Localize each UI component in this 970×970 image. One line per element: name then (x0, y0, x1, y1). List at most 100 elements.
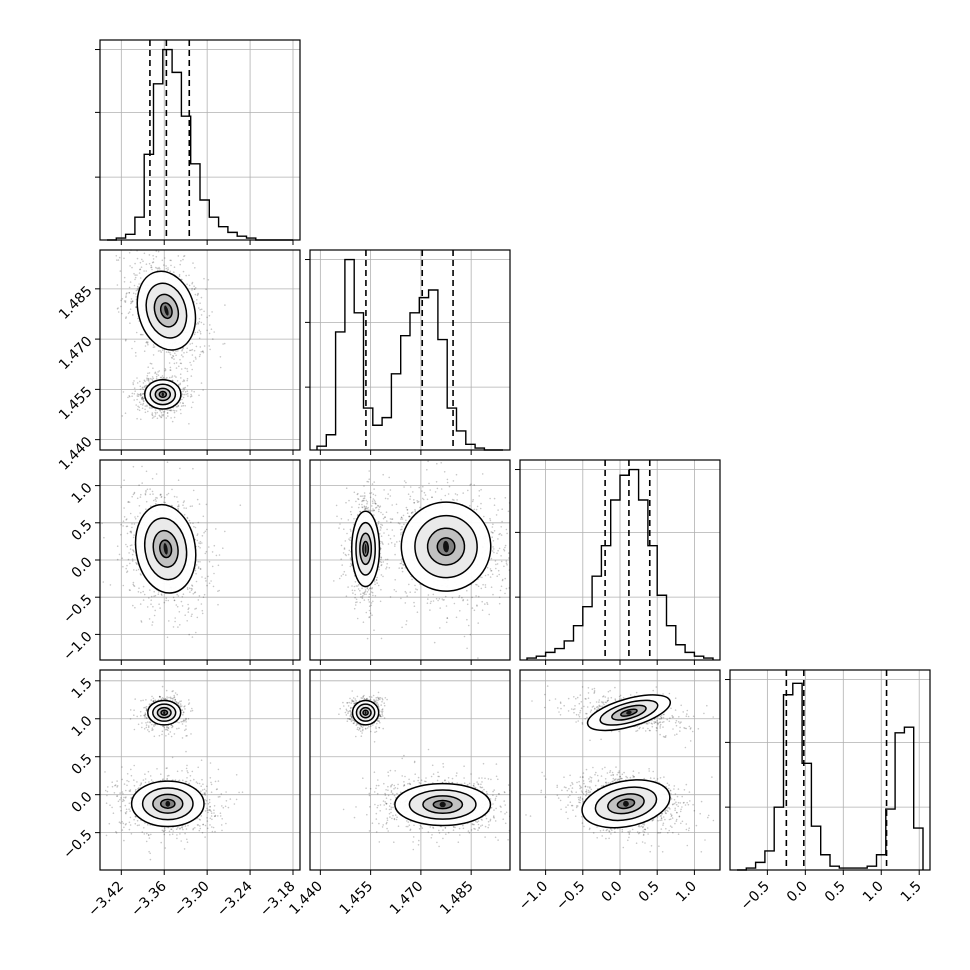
sample-point (168, 696, 170, 699)
sample-point (198, 320, 201, 323)
sample-point (199, 568, 202, 570)
sample-point (188, 274, 190, 277)
sample-point (173, 362, 176, 365)
sample-point (122, 792, 124, 795)
sample-point (199, 542, 202, 545)
sample-point (361, 597, 364, 600)
sample-point (208, 560, 211, 563)
sample-point (167, 726, 170, 729)
sample-point (135, 355, 137, 357)
sample-point (398, 567, 401, 569)
sample-point (378, 508, 380, 511)
sample-point (368, 596, 370, 598)
sample-point (132, 549, 134, 551)
sample-point (140, 394, 142, 396)
sample-point (455, 473, 458, 476)
sample-point (476, 505, 479, 508)
sample-point (471, 596, 473, 599)
sample-point (138, 283, 140, 285)
sample-point (134, 516, 136, 518)
sample-point (484, 603, 486, 605)
sample-point (495, 514, 498, 516)
sample-point (414, 510, 417, 512)
sample-point (168, 620, 170, 622)
sample-point (415, 588, 417, 590)
sample-point (368, 593, 371, 595)
sample-point (145, 840, 148, 843)
sample-point (372, 508, 374, 510)
sample-point (434, 491, 437, 493)
sample-point (142, 585, 145, 588)
sample-point (126, 773, 129, 775)
sample-point (116, 545, 119, 547)
sample-point (143, 252, 146, 255)
sample-point (172, 409, 174, 412)
sample-point (414, 591, 416, 593)
sample-point (401, 518, 404, 520)
sample-point (472, 499, 475, 501)
sample-point (142, 599, 145, 601)
sample-point (405, 481, 407, 484)
sample-point (108, 822, 111, 825)
sample-point (126, 571, 128, 574)
sample-point (505, 562, 508, 564)
sample-point (137, 395, 140, 398)
sample-point (376, 582, 379, 584)
sample-point (131, 560, 134, 562)
sample-point (385, 511, 388, 513)
sample-point (173, 696, 175, 699)
sample-point (170, 417, 172, 419)
sample-point (382, 517, 385, 520)
sample-point (195, 323, 198, 325)
sample-point (377, 504, 379, 507)
sample-point (175, 604, 178, 606)
sample-point (394, 545, 396, 547)
sample-point (152, 258, 155, 260)
sample-point (182, 711, 185, 713)
sample-point (174, 620, 176, 623)
sample-point (215, 528, 217, 530)
sample-point (202, 350, 204, 353)
sample-point (500, 534, 503, 536)
sample-point (354, 593, 357, 596)
sample-point (218, 589, 220, 592)
y-tick-label: 1.455 (56, 384, 96, 424)
sample-point (199, 346, 202, 348)
sample-point (166, 636, 169, 639)
sample-point (203, 310, 205, 313)
sample-point (461, 596, 463, 599)
sample-point (171, 357, 174, 359)
sample-point (479, 507, 482, 510)
sample-point (123, 839, 125, 842)
sample-point (129, 512, 132, 515)
sample-point (136, 393, 139, 395)
sample-point (497, 549, 499, 552)
sample-point (139, 388, 142, 391)
sample-point (199, 827, 202, 830)
sample-point (161, 733, 163, 736)
sample-point (188, 699, 190, 701)
sample-point (504, 546, 506, 549)
sample-point (138, 484, 140, 487)
y-tick-label: −0.5 (60, 592, 95, 627)
sample-point (409, 495, 412, 498)
sample-point (190, 406, 193, 409)
sample-point (141, 387, 143, 389)
sample-point (175, 701, 178, 703)
sample-point (133, 387, 136, 390)
sample-point (182, 404, 185, 407)
sample-point (169, 366, 172, 369)
sample-point (478, 490, 481, 492)
sample-point (373, 481, 376, 483)
sample-point (151, 490, 154, 493)
sample-point (466, 647, 468, 650)
sample-point (137, 393, 140, 396)
sample-point (363, 599, 366, 601)
sample-point (413, 601, 415, 604)
sample-point (373, 488, 375, 490)
sample-point (141, 397, 143, 400)
sample-point (391, 529, 394, 531)
sample-point (427, 594, 430, 596)
sample-point (362, 592, 364, 594)
sample-point (153, 735, 156, 738)
